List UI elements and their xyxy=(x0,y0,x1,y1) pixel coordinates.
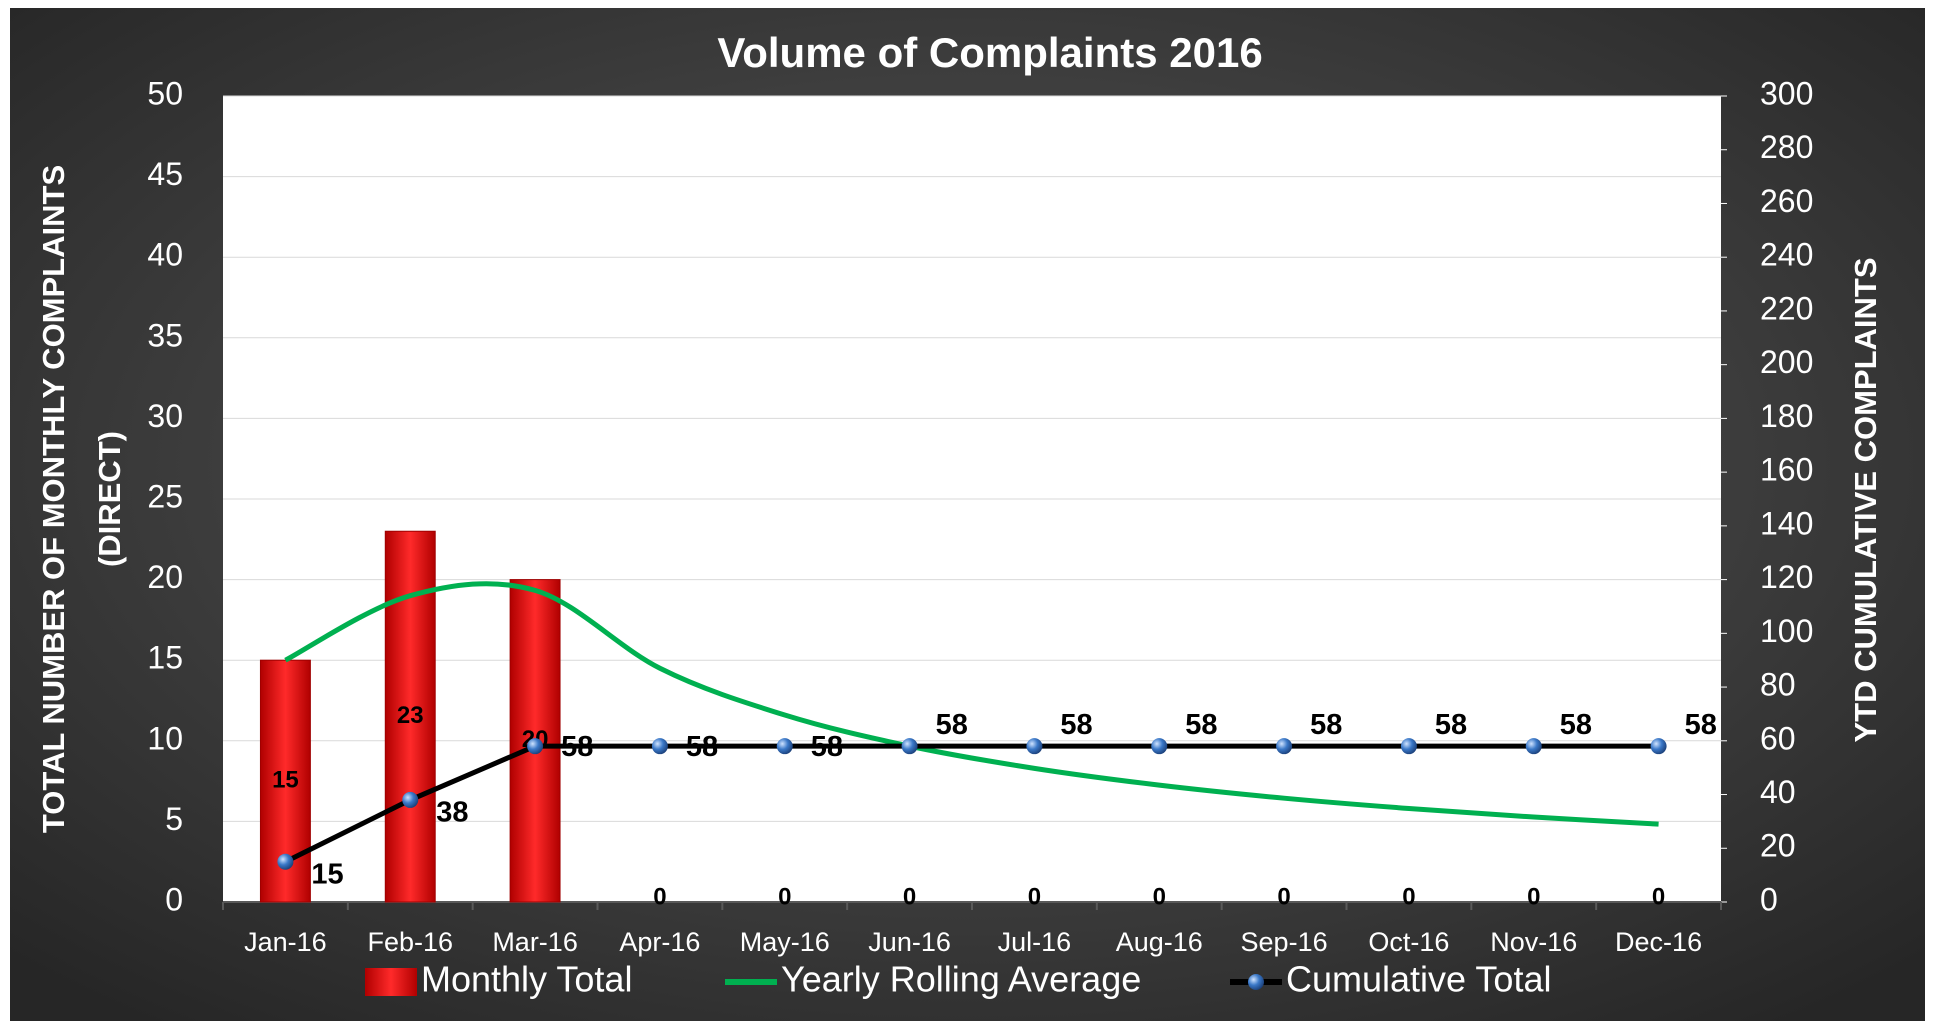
bar-value-label: 0 xyxy=(1652,883,1665,910)
y-tick-label: 25 xyxy=(147,478,183,514)
y2-tick-label: 60 xyxy=(1760,720,1796,756)
legend-label: Monthly Total xyxy=(421,959,632,1000)
line-value-label: 58 xyxy=(1435,709,1467,741)
x-tick-label: Jun-16 xyxy=(868,927,951,957)
y2-tick-label: 140 xyxy=(1760,505,1813,541)
x-tick-label: Feb-16 xyxy=(367,927,453,957)
x-tick-label: Sep-16 xyxy=(1241,927,1328,957)
bar-value-label: 0 xyxy=(1277,883,1290,910)
y-axis-label: TOTAL NUMBER OF MONTHLY COMPLAINTS xyxy=(36,165,71,833)
line-value-label: 58 xyxy=(1685,709,1717,741)
bar-value-label: 0 xyxy=(1153,883,1166,910)
line-value-label: 58 xyxy=(686,731,718,763)
legend-label: Yearly Rolling Average xyxy=(781,959,1141,1000)
x-tick-label: Apr-16 xyxy=(619,927,700,957)
line-value-label: 58 xyxy=(561,731,593,763)
bar-value-label: 0 xyxy=(778,883,791,910)
bar-value-label: 0 xyxy=(1028,883,1041,910)
y2-tick-label: 180 xyxy=(1760,398,1813,434)
line-value-label: 58 xyxy=(811,731,843,763)
line-marker xyxy=(1276,738,1293,755)
line-value-label: 58 xyxy=(936,709,968,741)
x-tick-label: Jan-16 xyxy=(244,927,327,957)
y2-tick-label: 280 xyxy=(1760,129,1813,165)
bar-value-label: 15 xyxy=(272,766,299,793)
y2-tick-label: 200 xyxy=(1760,344,1813,380)
line-marker xyxy=(1525,738,1542,755)
y2-tick-label: 160 xyxy=(1760,452,1813,488)
legend-swatch xyxy=(365,968,417,996)
line-value-label: 58 xyxy=(1310,709,1342,741)
y-tick-label: 50 xyxy=(147,75,183,111)
y2-tick-label: 300 xyxy=(1760,75,1813,111)
line-value-label: 58 xyxy=(1185,709,1217,741)
line-marker xyxy=(1151,738,1168,755)
y-tick-label: 45 xyxy=(147,156,183,192)
y2-tick-label: 100 xyxy=(1760,613,1813,649)
y-tick-label: 0 xyxy=(165,881,183,917)
line-marker xyxy=(1650,738,1667,755)
x-tick-label: Oct-16 xyxy=(1368,927,1449,957)
y-tick-label: 20 xyxy=(147,559,183,595)
y2-tick-label: 240 xyxy=(1760,237,1813,273)
line-marker xyxy=(1026,738,1043,755)
legend-marker xyxy=(1248,974,1264,990)
legend-label: Cumulative Total xyxy=(1286,959,1551,1000)
line-marker xyxy=(776,738,793,755)
y2-axis-label: YTD CUMULATIVE COMPLAINTS xyxy=(1848,257,1883,742)
line-value-label: 38 xyxy=(436,797,468,829)
y-tick-label: 35 xyxy=(147,317,183,353)
bar-value-label: 0 xyxy=(653,883,666,910)
y2-tick-label: 40 xyxy=(1760,774,1796,810)
bar-value-label: 0 xyxy=(1402,883,1415,910)
y2-tick-label: 120 xyxy=(1760,559,1813,595)
bar-value-label: 0 xyxy=(903,883,916,910)
chart-title: Volume of Complaints 2016 xyxy=(717,29,1262,76)
line-marker xyxy=(277,853,294,870)
bar-value-label: 0 xyxy=(1527,883,1540,910)
line-value-label: 58 xyxy=(1060,709,1092,741)
bar-value-label: 23 xyxy=(397,702,424,729)
y2-tick-label: 20 xyxy=(1760,828,1796,864)
line-marker xyxy=(651,738,668,755)
y2-tick-label: 0 xyxy=(1760,881,1778,917)
x-tick-label: Nov-16 xyxy=(1490,927,1577,957)
x-tick-label: Dec-16 xyxy=(1615,927,1702,957)
x-tick-label: Jul-16 xyxy=(998,927,1072,957)
y-tick-label: 30 xyxy=(147,398,183,434)
y2-tick-label: 260 xyxy=(1760,183,1813,219)
line-value-label: 58 xyxy=(1560,709,1592,741)
line-value-label: 15 xyxy=(311,858,343,890)
y-tick-label: 5 xyxy=(165,801,183,837)
y-axis-label: (DIRECT) xyxy=(92,431,127,567)
x-tick-label: Aug-16 xyxy=(1116,927,1203,957)
x-tick-label: May-16 xyxy=(740,927,830,957)
line-marker xyxy=(1400,738,1417,755)
line-marker xyxy=(527,738,544,755)
y2-tick-label: 220 xyxy=(1760,290,1813,326)
y-tick-label: 40 xyxy=(147,237,183,273)
y-tick-label: 10 xyxy=(147,720,183,756)
y2-tick-label: 80 xyxy=(1760,667,1796,703)
x-tick-label: Mar-16 xyxy=(492,927,578,957)
line-marker xyxy=(402,791,419,808)
line-series xyxy=(284,581,1659,827)
y-tick-label: 15 xyxy=(147,640,183,676)
line-series xyxy=(284,743,1659,864)
line-marker xyxy=(901,738,918,755)
